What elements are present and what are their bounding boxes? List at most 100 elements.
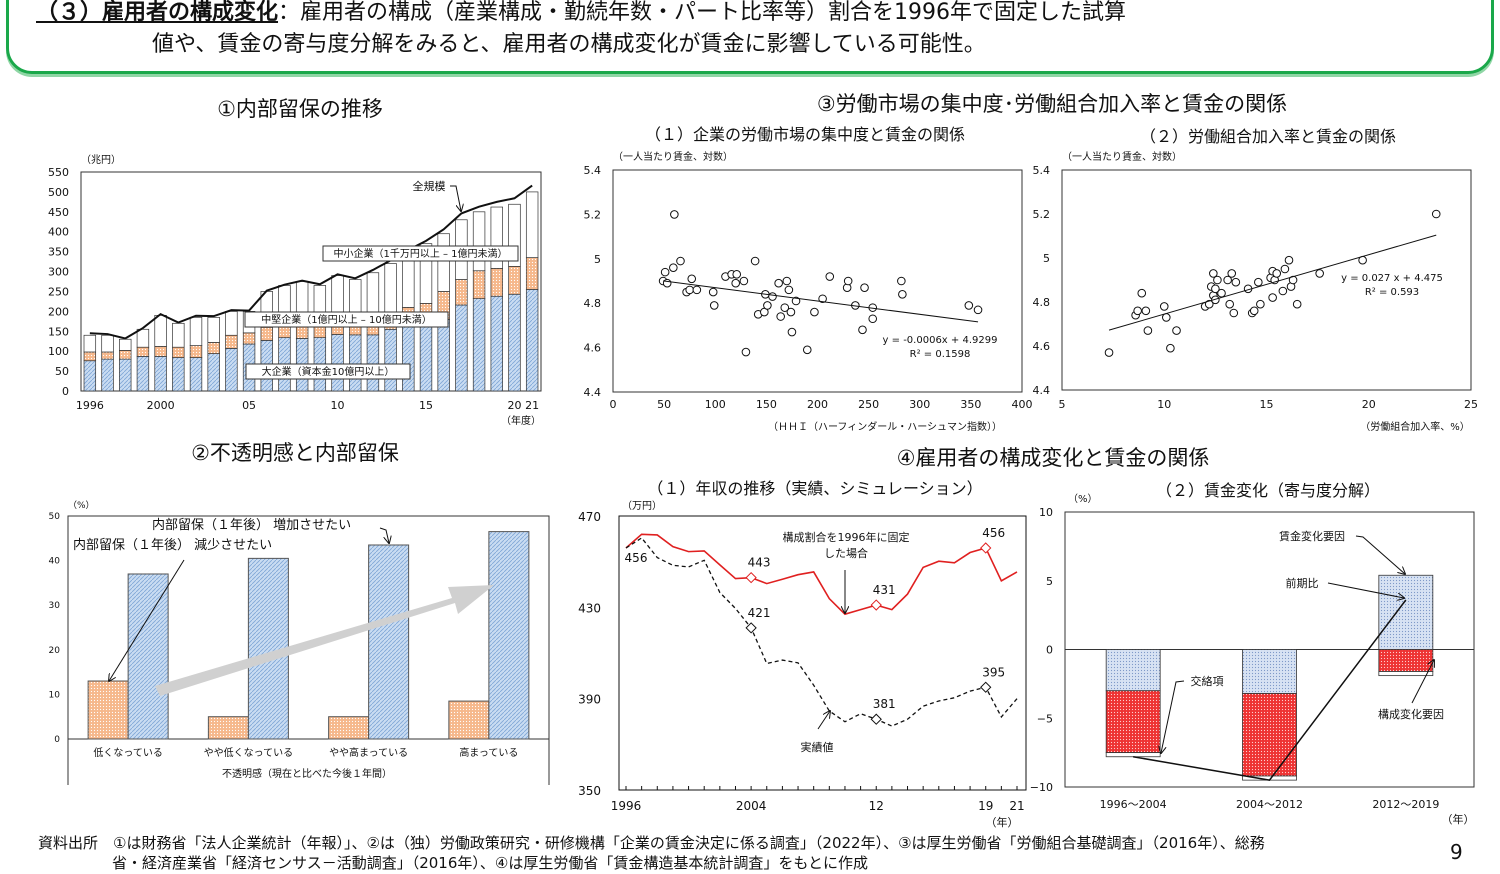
y-tick-label: 400	[48, 226, 69, 239]
header-line-1: （３）雇用者の構成変化：雇用者の構成（産業構成・勤続年数・パート比率等）割合を1…	[36, 0, 1126, 26]
bar-segment	[207, 316, 220, 343]
bar-segment	[242, 332, 256, 345]
legend-composition: 構成変化要因	[1378, 707, 1444, 721]
x-tick-label: 200	[807, 398, 828, 411]
bar-segment	[402, 324, 415, 392]
bar-segment	[525, 191, 539, 258]
chart-uncertainty: 0 10 20 30 40 50 （%） 低くなっている やや低くなっている やや高まっている 高ま…	[49, 500, 550, 785]
y-tick-label: 5	[1046, 575, 1053, 588]
x-tick-label: 150	[756, 398, 777, 411]
y-tick-label: 50	[55, 365, 69, 378]
header-box	[6, 0, 1494, 74]
data-marker	[870, 599, 882, 611]
data-point	[868, 314, 878, 324]
x-tick-label: 10	[1157, 398, 1171, 411]
plot-frame	[1061, 169, 1472, 391]
y-tick-label: 430	[578, 601, 601, 615]
data-point	[897, 276, 906, 286]
data-point	[786, 307, 796, 317]
y-tick-label: 4.6	[584, 342, 602, 355]
bar-segment	[508, 293, 521, 392]
bar-segment	[508, 203, 521, 267]
x-tick-label: 15	[1260, 398, 1274, 411]
y-axis-unit: （%）	[68, 500, 95, 511]
data-point	[1292, 299, 1302, 309]
trend-equation: y = -0.0006x + 4.9299	[883, 335, 998, 346]
plot-frame	[80, 171, 542, 392]
footer-source-2: 省・経済産業省「経済センサス－活動調査」（2016年）、④は厚生労働省「賃金構造…	[112, 854, 869, 872]
x-tick-label: 300	[909, 398, 930, 411]
data-point	[1315, 269, 1324, 278]
y-tick-label: 200	[48, 305, 69, 318]
data-point	[1225, 299, 1234, 309]
x-axis-unit: （年）	[986, 815, 1019, 829]
data-point	[1231, 277, 1241, 287]
legend-large-box	[245, 363, 411, 380]
y-tick-label: 5.4	[584, 164, 602, 177]
y-tick-label: 350	[578, 784, 601, 798]
data-point	[843, 276, 853, 286]
x-tick-label: 10	[331, 399, 345, 412]
legend-increase: 内部留保（１年後） 増加させたい	[152, 517, 351, 533]
data-label: 421	[748, 606, 771, 620]
chart2-title: ②不透明感と内部留保	[191, 441, 399, 465]
y-tick-label: 470	[578, 510, 601, 524]
data-point	[1227, 269, 1237, 278]
period-change-arrow	[1327, 582, 1404, 598]
y-tick-label: 50	[49, 512, 61, 522]
y-tick-label: −5	[1037, 712, 1053, 725]
bar-segment	[525, 289, 539, 392]
data-marker	[980, 681, 992, 693]
data-label: 395	[982, 665, 1005, 679]
data-point	[1159, 302, 1169, 311]
x-axis-unit: （年度）	[501, 414, 541, 427]
category-label: 高まっている	[459, 746, 518, 759]
data-point	[898, 290, 907, 299]
data-label: 381	[873, 697, 896, 711]
bar-segment	[349, 334, 362, 392]
bar-decrease	[207, 716, 249, 740]
bar-segment	[136, 346, 150, 357]
bar-segment	[119, 350, 132, 360]
chart4-1-title: （１）年収の推移（実績、シミュレーション）	[647, 479, 982, 498]
bar-segment	[83, 360, 97, 392]
bar-segment	[490, 206, 503, 269]
bar-segment	[384, 328, 397, 392]
data-point	[687, 274, 697, 284]
data-marker	[745, 622, 757, 634]
bar-increase	[368, 544, 410, 740]
increase-arrow	[379, 527, 389, 543]
bar-increase	[127, 573, 169, 740]
bar-segment	[472, 298, 486, 392]
bar-segment	[1378, 671, 1434, 677]
bar-segment	[83, 351, 97, 362]
data-label: 431	[873, 583, 896, 597]
y-tick-label: 550	[48, 166, 69, 179]
bar-segment	[136, 356, 150, 392]
category-label: 2012～2019	[1372, 798, 1439, 811]
chart-retained-earnings: 050100150200250300350400450500550（兆円）（年度…	[48, 154, 542, 427]
data-point	[676, 256, 685, 266]
bar-segment	[1242, 649, 1297, 694]
x-tick-label: 15	[419, 399, 433, 412]
x-tick-label: 5	[1059, 398, 1066, 411]
chart3-group-title: ③労働市場の集中度･労働組合加入率と賃金の関係	[817, 92, 1287, 116]
bar-segment	[331, 334, 344, 392]
y-tick-label: 300	[48, 266, 69, 279]
data-point	[1143, 326, 1153, 335]
data-point	[670, 210, 679, 219]
bar-segment	[472, 270, 486, 299]
y-tick-label: 10	[1039, 506, 1053, 519]
annotation-fixed: 構成割合を1996年に固定	[783, 530, 910, 544]
y-axis-unit: （%）	[1068, 493, 1098, 505]
data-point	[782, 276, 792, 286]
y-tick-label: 30	[49, 601, 61, 611]
x-tick-label: 0	[610, 398, 617, 411]
data-point	[669, 263, 678, 272]
x-tick-label: 2000	[147, 399, 175, 412]
chart-union-scatter: 4.4 4.6 4.8 5 5.2 5.4 5 10 15 20 25 （一人当たり賃金、対数） （労働…	[1033, 150, 1479, 433]
bar-segment	[225, 334, 238, 349]
trend-arrow	[155, 585, 494, 696]
